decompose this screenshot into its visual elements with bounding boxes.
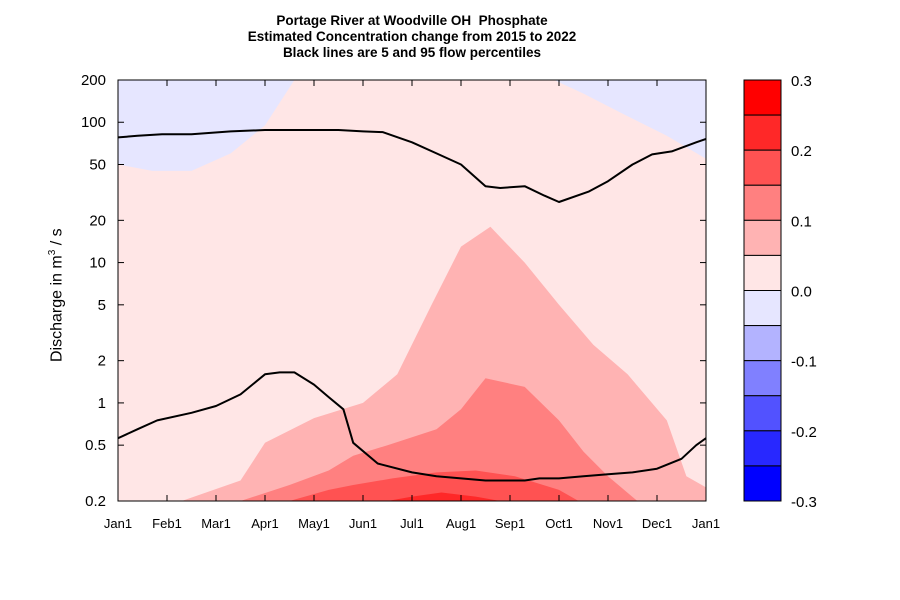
colorbar: 0.3 0.2 0.1 0.0 -0.1 -0.2 -0.3 bbox=[743, 73, 817, 511]
y-axis-label: Discharge in m3 / s bbox=[47, 228, 66, 362]
colorbar-band-2 bbox=[743, 149, 782, 186]
contour-region-2 bbox=[181, 226, 706, 501]
colorbar-band-0 bbox=[743, 79, 782, 116]
colorbar-band-5 bbox=[743, 254, 782, 292]
x-tick-label: Jan1 bbox=[692, 516, 720, 531]
percentile-lines bbox=[118, 129, 706, 482]
colorbar-band-11 bbox=[743, 465, 782, 502]
x-tick-label: Oct1 bbox=[545, 516, 572, 531]
contour-region-4 bbox=[289, 470, 579, 501]
colorbar-tick-label: -0.1 bbox=[791, 354, 817, 371]
y-axis-label-superscript: 3 bbox=[47, 249, 58, 256]
colorbar-tick-label: 0.1 bbox=[791, 213, 812, 230]
colorbar-tick-label: -0.2 bbox=[791, 424, 817, 441]
percentile-line-5 bbox=[118, 371, 706, 482]
y-tick-label: 0.2 bbox=[85, 493, 106, 510]
colorbar-band-6 bbox=[743, 290, 782, 327]
x-tick-label: Aug1 bbox=[446, 516, 476, 531]
y-tick-label: 10 bbox=[89, 255, 106, 272]
y-tick-label: 5 bbox=[98, 297, 106, 314]
colorbar-band-7 bbox=[743, 325, 782, 362]
chart-subtitle-line-1: Estimated Concentration change from 2015… bbox=[247, 29, 577, 44]
y-axis-label-prefix: Discharge in m bbox=[48, 255, 66, 362]
colorbar-band-8 bbox=[743, 360, 782, 397]
y-axis: 200 100 50 20 10 5 2 1 0.5 0.2 bbox=[81, 72, 706, 510]
x-tick-label: May1 bbox=[298, 516, 330, 531]
colorbar-tick-label: 0.3 bbox=[791, 73, 812, 90]
y-tick-label: 20 bbox=[89, 212, 106, 229]
percentile-line-95 bbox=[118, 129, 706, 203]
colorbar-tick-label: 0.2 bbox=[791, 143, 812, 160]
y-tick-label: 0.5 bbox=[85, 437, 106, 454]
contour-region-1 bbox=[554, 80, 706, 159]
x-tick-label: Dec1 bbox=[642, 516, 672, 531]
x-tick-label: Jun1 bbox=[349, 516, 377, 531]
chart-subtitle-line-2: Black lines are 5 and 95 flow percentile… bbox=[282, 45, 542, 60]
x-tick-label: Jul1 bbox=[400, 516, 424, 531]
contour-region-3 bbox=[240, 378, 638, 501]
y-tick-label: 200 bbox=[81, 72, 106, 89]
contour-region-5 bbox=[387, 492, 501, 501]
colorbar-band-3 bbox=[743, 184, 782, 221]
x-tick-label: Apr1 bbox=[251, 516, 278, 531]
x-tick-label: Feb1 bbox=[152, 516, 182, 531]
colorbar-tick-label: 0.0 bbox=[791, 284, 812, 301]
y-tick-label: 1 bbox=[98, 395, 106, 412]
x-tick-label: Sep1 bbox=[495, 516, 525, 531]
chart-title-block: Portage River at Woodville OH Phosphate … bbox=[118, 13, 706, 61]
colorbar-band-9 bbox=[743, 395, 782, 432]
x-tick-label: Jan1 bbox=[104, 516, 132, 531]
x-tick-label: Nov1 bbox=[593, 516, 623, 531]
colorbar-band-1 bbox=[743, 114, 782, 151]
contour-regions bbox=[118, 80, 706, 501]
y-tick-label: 100 bbox=[81, 114, 106, 131]
chart-title: Portage River at Woodville OH Phosphate bbox=[276, 13, 548, 28]
colorbar-band-10 bbox=[743, 430, 782, 467]
contour-region-0 bbox=[118, 80, 295, 171]
x-axis: Jan1 Feb1 Mar1 Apr1 May1 Jun1 Jul1 Aug1 Sep1 Oct1… bbox=[104, 80, 720, 531]
y-axis-label-suffix: / s bbox=[48, 228, 66, 250]
x-tick-label: Mar1 bbox=[201, 516, 231, 531]
y-tick-label: 50 bbox=[89, 156, 106, 173]
y-tick-label: 2 bbox=[98, 353, 106, 370]
colorbar-tick-label: -0.3 bbox=[791, 494, 817, 511]
colorbar-band-4 bbox=[743, 219, 782, 256]
